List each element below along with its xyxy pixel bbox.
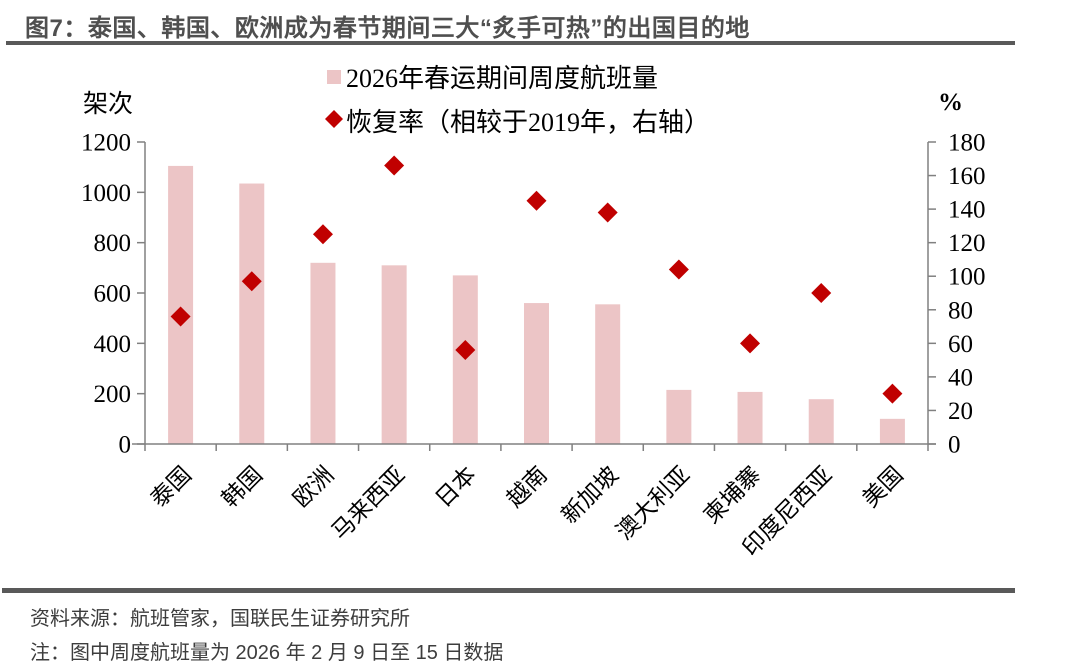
diamond-欧洲 — [312, 224, 333, 245]
diamond-马来西亚 — [384, 155, 405, 176]
title-underline-rule — [6, 41, 1015, 45]
right-axis-unit-label: % — [938, 89, 963, 116]
diamond-韩国 — [241, 271, 262, 292]
bar-新加坡 — [595, 304, 621, 444]
x-label-越南: 越南 — [502, 462, 552, 512]
right-tick-label: 140 — [948, 197, 986, 224]
right-tick-label: 60 — [948, 331, 973, 358]
left-tick-label: 200 — [94, 381, 132, 408]
right-tick-label: 160 — [948, 163, 986, 190]
right-tick-label: 80 — [948, 297, 973, 324]
legend-bar-label: 2026年春运期间周度航班量 — [346, 64, 658, 93]
diamond-越南 — [526, 190, 547, 211]
footer-separator-rule — [2, 588, 1015, 593]
bar-澳大利亚 — [666, 389, 692, 444]
right-tick-label: 40 — [948, 364, 973, 391]
left-tick-label: 0 — [119, 432, 132, 459]
figure-title: 图7：泰国、韩国、欧洲成为春节期间三大“炙手可热”的出国目的地 — [25, 15, 750, 42]
x-label-新加坡: 新加坡 — [557, 462, 623, 528]
right-tick-label: 0 — [948, 432, 961, 459]
bar-泰国 — [168, 165, 194, 444]
bar-美国 — [879, 418, 905, 444]
diamond-美国 — [882, 383, 903, 404]
diamond-印度尼西亚 — [811, 283, 832, 303]
bar-印度尼西亚 — [808, 399, 834, 444]
left-tick-label: 600 — [94, 281, 132, 308]
x-label-柬埔寨: 柬埔寨 — [699, 462, 765, 528]
left-tick-label: 1000 — [81, 180, 131, 207]
diamond-新加坡 — [597, 202, 618, 223]
legend-bar-swatch-icon — [327, 70, 341, 84]
left-axis-unit-label: 架次 — [83, 90, 133, 118]
x-label-泰国: 泰国 — [146, 462, 196, 512]
x-label-美国: 美国 — [858, 462, 908, 512]
diamond-澳大利亚 — [668, 259, 689, 280]
diamond-泰国 — [170, 306, 191, 327]
source-text: 资料来源：航班管家，国联民生证券研究所 — [30, 608, 410, 630]
diamond-日本 — [455, 340, 476, 361]
bar-马来西亚 — [381, 265, 407, 444]
right-tick-label: 20 — [948, 398, 973, 425]
note-text: 注：图中周度航班量为 2026 年 2 月 9 日至 15 日数据 — [30, 642, 504, 664]
bar-越南 — [524, 303, 549, 444]
right-tick-label: 180 — [948, 130, 986, 157]
x-label-欧洲: 欧洲 — [288, 462, 338, 512]
bar-欧洲 — [310, 262, 336, 444]
x-label-韩国: 韩国 — [217, 462, 267, 512]
x-label-日本: 日本 — [431, 462, 481, 512]
diamond-柬埔寨 — [740, 333, 761, 354]
legend-diamond-swatch-icon — [325, 110, 343, 128]
x-label-澳大利亚: 澳大利亚 — [612, 462, 695, 545]
left-tick-label: 1200 — [81, 130, 131, 157]
left-tick-label: 400 — [94, 331, 132, 358]
bar-柬埔寨 — [737, 391, 763, 444]
bar-韩国 — [239, 183, 265, 444]
right-tick-label: 120 — [948, 230, 986, 257]
dual-axis-bar-scatter-chart: 0 200 400 600 800 1000 1200 0 20 40 60 80 100 120 140 1… — [81, 64, 986, 561]
left-tick-label: 800 — [94, 230, 132, 257]
x-label-马来西亚: 马来西亚 — [327, 462, 410, 545]
legend-scatter-label: 恢复率（相较于2019年，右轴） — [346, 108, 710, 137]
right-tick-label: 100 — [948, 264, 986, 291]
